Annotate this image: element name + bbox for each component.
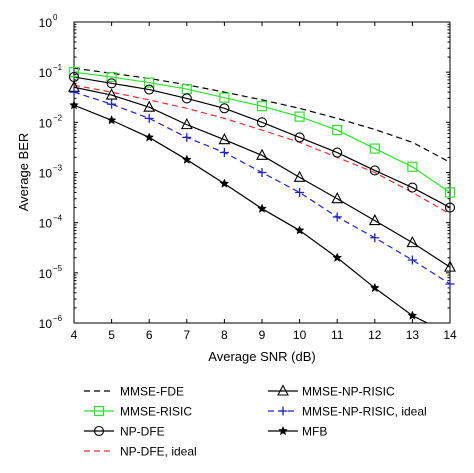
- data-point: [406, 235, 419, 248]
- data-point: [219, 148, 229, 158]
- legend-label: MMSE-FDE: [120, 385, 184, 399]
- data-point: [181, 93, 192, 104]
- x-tick-label: 9: [259, 328, 266, 342]
- data-point: [69, 87, 79, 97]
- data-point: [256, 148, 268, 160]
- data-point: [294, 111, 305, 122]
- y-tick-label: 10: [39, 16, 53, 30]
- y-tick-exponent: −4: [53, 214, 63, 223]
- legend-label: MMSE-RISIC: [120, 405, 192, 419]
- data-point: [181, 154, 192, 164]
- data-point: [331, 192, 344, 204]
- series-line: [74, 67, 450, 163]
- data-point: [182, 132, 192, 142]
- data-point: [219, 103, 230, 114]
- data-point: [144, 132, 155, 142]
- legend-marker: [93, 405, 105, 417]
- y-tick-label: 10: [39, 267, 53, 281]
- data-point: [332, 147, 343, 158]
- y-tick-exponent: −5: [53, 264, 63, 273]
- data-point: [332, 125, 343, 136]
- data-point: [106, 78, 117, 89]
- data-point: [144, 113, 154, 123]
- data-point: [143, 100, 156, 112]
- data-point: [105, 88, 118, 100]
- legend-marker: [278, 425, 288, 436]
- data-point: [219, 92, 230, 103]
- series-line: [74, 76, 450, 209]
- x-tick-label: 8: [221, 328, 228, 342]
- y-tick-exponent: 0: [53, 13, 58, 22]
- legend-marker: [277, 384, 289, 396]
- data-point: [294, 225, 305, 235]
- data-point: [218, 133, 231, 145]
- data-point: [256, 117, 268, 128]
- y-tick-label: 10: [39, 217, 53, 231]
- data-point: [407, 182, 418, 193]
- data-point: [444, 187, 456, 198]
- data-point: [295, 187, 305, 197]
- x-tick-label: 4: [71, 328, 78, 342]
- data-point: [257, 203, 267, 213]
- data-point: [294, 132, 305, 143]
- legend: MMSE-FDE MMSE-RISIC NP-DFE NP-DFE, ideal MMS…: [84, 384, 427, 459]
- legend-marker: [93, 425, 105, 437]
- y-tick-label: 10: [39, 116, 53, 130]
- legend-marker: [278, 406, 288, 416]
- x-tick-label: 10: [293, 328, 307, 342]
- y-tick-exponent: −3: [53, 164, 63, 173]
- series-line: [74, 84, 450, 215]
- legend-label: MMSE-NP-RISIC, ideal: [302, 405, 427, 419]
- data-point: [369, 165, 380, 176]
- y-axis-label: Average BER: [16, 133, 31, 212]
- data-point: [369, 282, 380, 293]
- x-tick-label: 11: [331, 328, 344, 342]
- data-point: [106, 115, 117, 125]
- data-point: [219, 178, 230, 188]
- data-point: [257, 168, 267, 177]
- x-tick-label: 14: [443, 328, 457, 342]
- data-point: [407, 310, 418, 320]
- data-point: [68, 67, 80, 78]
- x-tick-label: 12: [368, 328, 382, 342]
- y-tick-label: 10: [39, 167, 53, 181]
- y-tick-exponent: −2: [53, 113, 63, 122]
- x-tick-label: 5: [108, 328, 115, 342]
- x-axis-label: Average SNR (dB): [208, 349, 315, 364]
- data-point: [445, 279, 455, 289]
- data-point: [69, 100, 79, 110]
- x-tick-label: 7: [183, 328, 190, 342]
- data-point: [107, 99, 117, 109]
- series-markers: [68, 67, 456, 320]
- data-point: [293, 170, 306, 182]
- data-point: [106, 71, 117, 83]
- data-point: [144, 84, 155, 95]
- x-tick-label: 13: [406, 328, 420, 342]
- legend-label: MMSE-NP-RISIC: [302, 385, 395, 399]
- data-point: [407, 161, 418, 172]
- data-point: [144, 77, 155, 88]
- legend-label: MFB: [302, 425, 327, 439]
- y-tick-exponent: −6: [53, 314, 63, 323]
- data-point: [332, 212, 342, 222]
- data-point: [444, 260, 456, 272]
- y-tick-exponent: −1: [53, 63, 63, 72]
- legend-label: NP-DFE: [120, 425, 165, 439]
- legend-label: NP-DFE, ideal: [120, 445, 197, 459]
- data-point: [370, 233, 380, 243]
- series-line: [74, 71, 450, 193]
- data-point: [369, 143, 380, 154]
- y-tick-label: 10: [39, 317, 53, 331]
- data-point: [444, 202, 456, 213]
- series-line: [74, 86, 450, 268]
- data-point: [180, 117, 193, 130]
- x-tick-label: 6: [146, 328, 153, 342]
- data-point: [407, 255, 417, 265]
- data-point: [256, 101, 268, 112]
- data-point: [368, 213, 381, 226]
- data-point: [332, 252, 343, 262]
- y-tick-label: 10: [39, 66, 53, 80]
